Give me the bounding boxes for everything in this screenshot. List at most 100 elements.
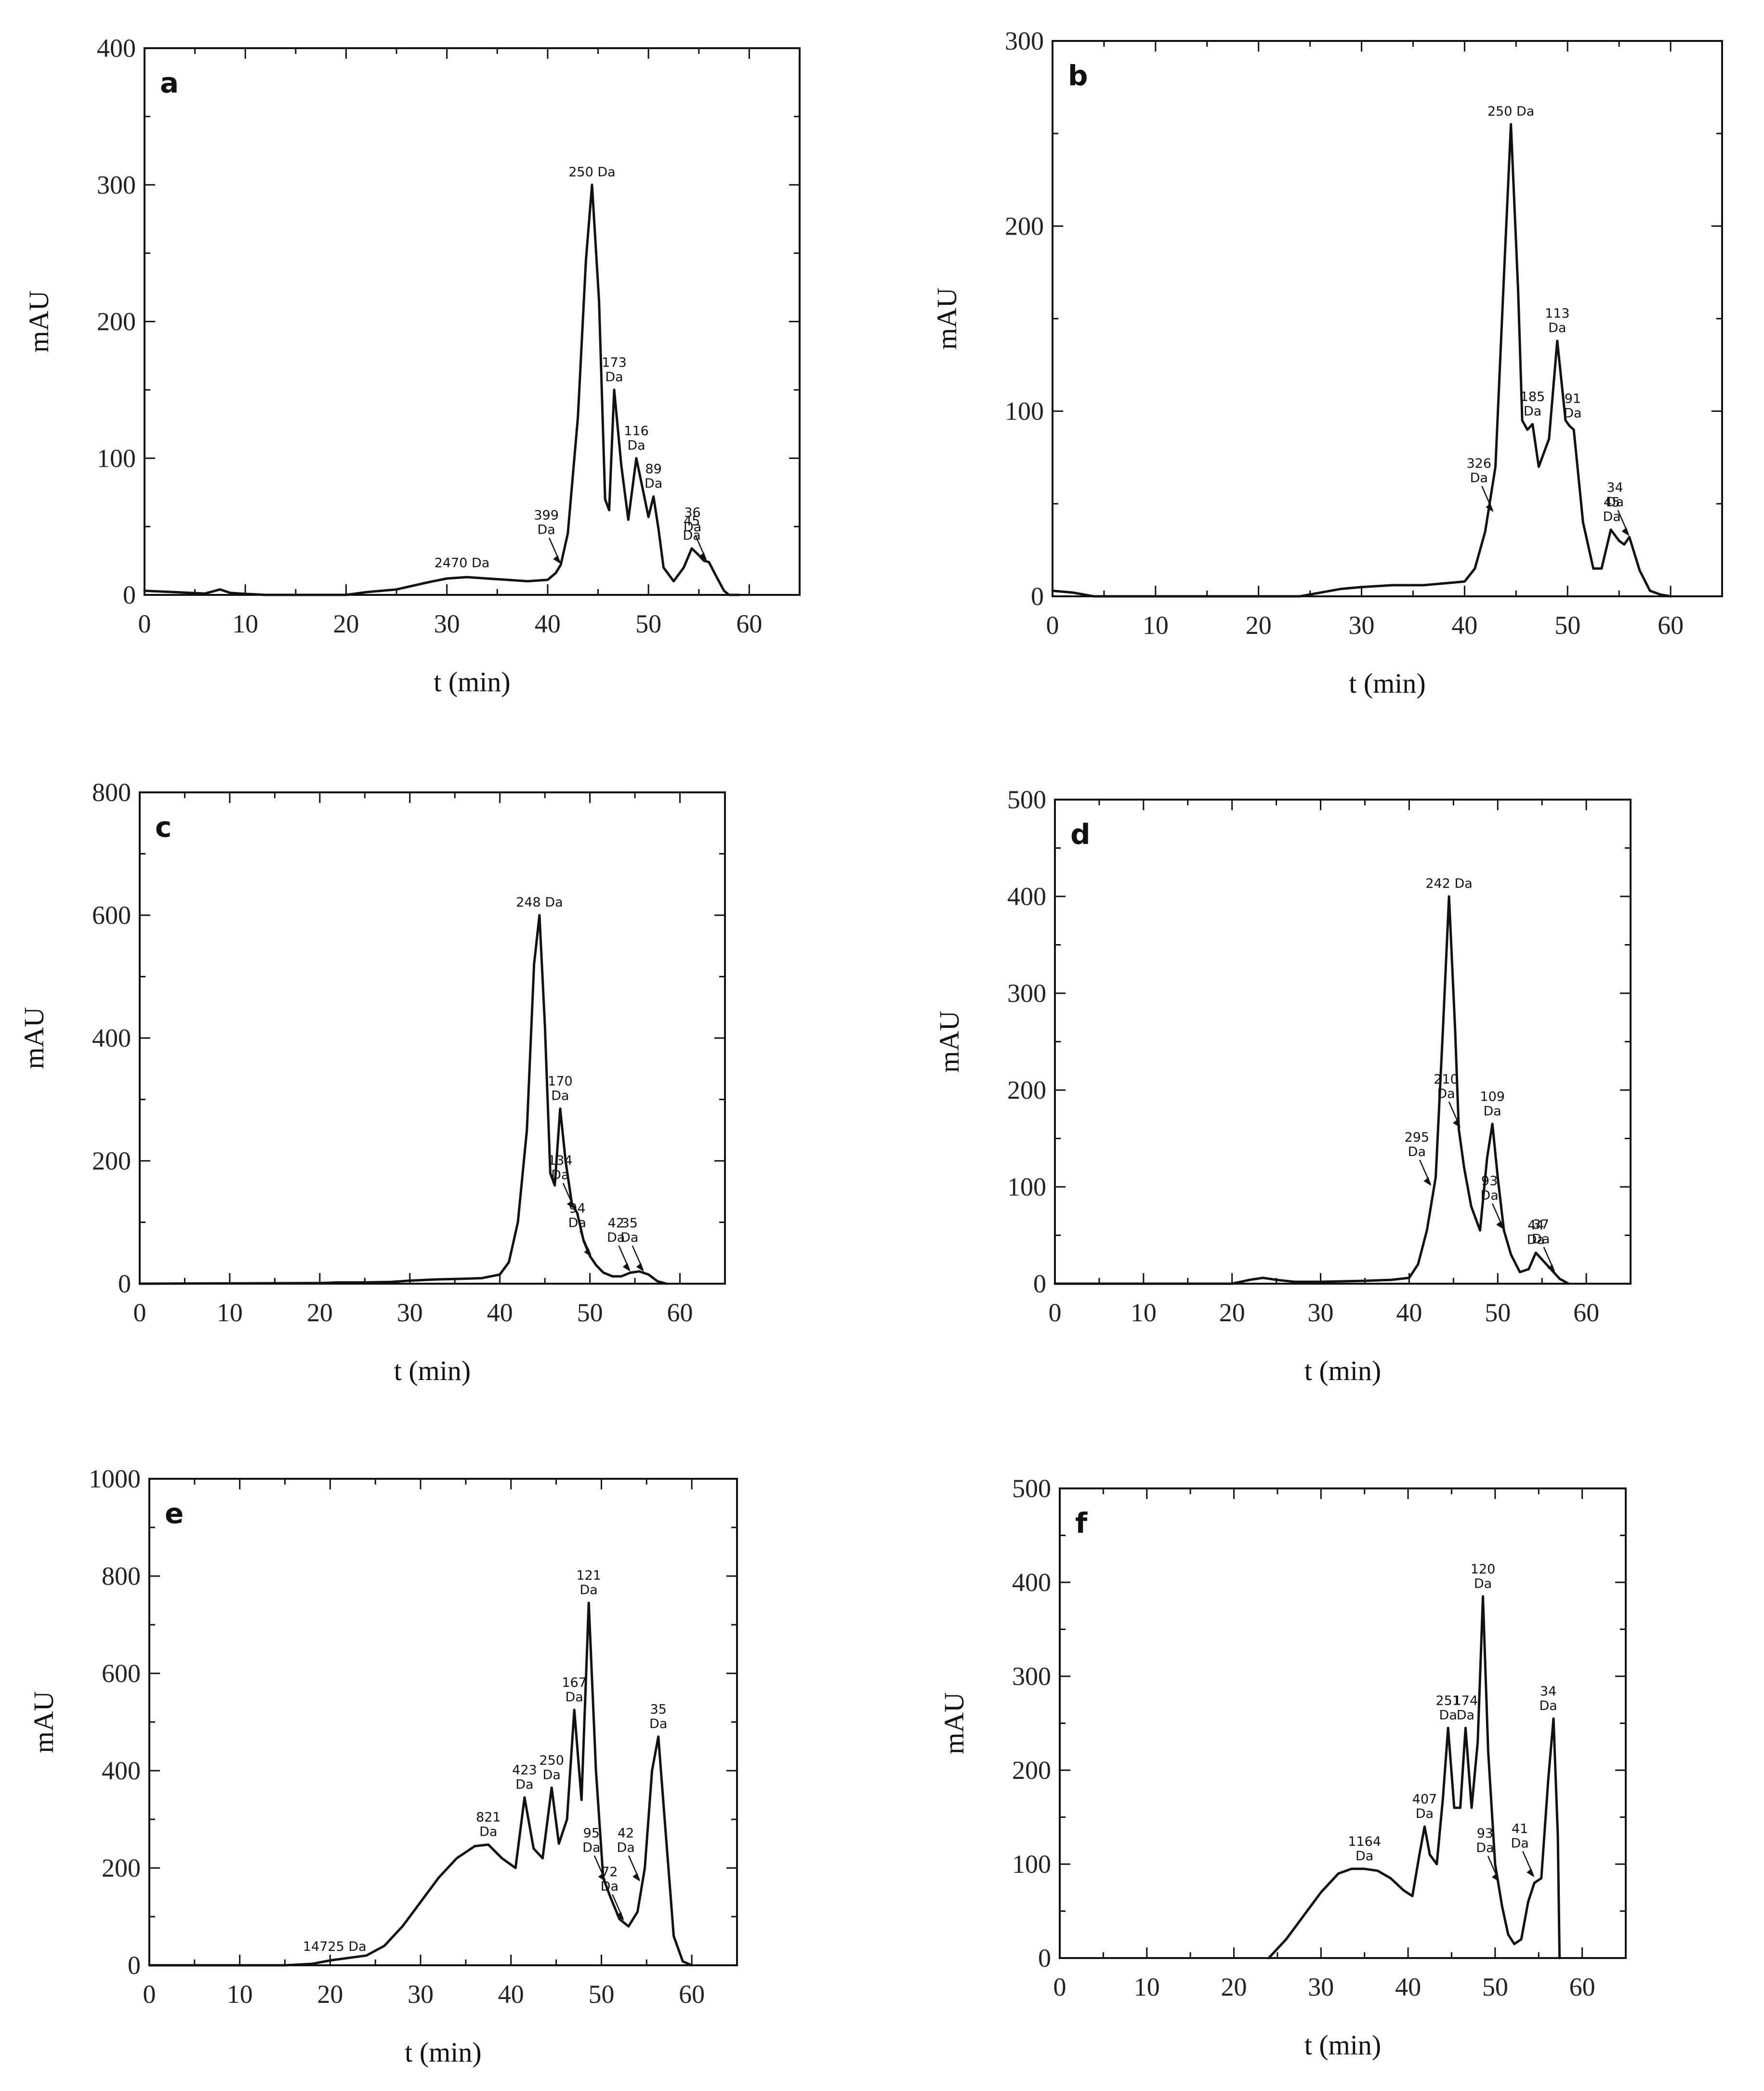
peak-annotation: 35 — [650, 1702, 667, 1717]
peak-annotation: 93 — [1477, 1826, 1493, 1841]
x-tick-label: 10 — [232, 609, 258, 638]
x-axis-title: t (min) — [1304, 2029, 1381, 2061]
chromatogram-trace — [138, 914, 668, 1285]
panel-label: b — [1068, 59, 1088, 92]
peak-annotation: 44 — [1527, 1218, 1544, 1233]
peak-annotation: 34 — [1606, 480, 1623, 495]
annotation-arrowhead — [598, 1873, 606, 1882]
annotation-arrowhead — [584, 1248, 592, 1257]
y-tick-label: 400 — [1012, 1568, 1051, 1597]
peak-annotation: 250 Da — [568, 165, 615, 180]
x-axis-title: t (min) — [1349, 668, 1425, 699]
chromatogram-trace — [1053, 895, 1570, 1285]
x-tick-label: 50 — [577, 1298, 603, 1327]
chromatogram-trace — [1051, 123, 1672, 598]
y-tick-label: 100 — [1007, 1172, 1046, 1201]
annotation-arrowhead — [566, 1200, 575, 1209]
x-tick-label: 40 — [487, 1298, 513, 1327]
y-axis-title: mAU — [28, 1691, 59, 1753]
peak-annotation: Da — [684, 520, 701, 535]
panel-label: f — [1075, 1507, 1088, 1539]
panel-label: d — [1070, 818, 1091, 851]
peak-annotation: 326 — [1466, 456, 1491, 471]
peak-annotation: Da — [601, 1879, 619, 1894]
y-tick-label: 300 — [1005, 26, 1044, 55]
x-tick-label: 30 — [1308, 1973, 1334, 2001]
y-tick-label: 300 — [1007, 979, 1046, 1008]
plot-frame — [1052, 40, 1723, 597]
peak-annotation: Da — [1524, 404, 1541, 419]
x-tick-label: 0 — [138, 609, 151, 638]
y-axis-title: mAU — [23, 290, 54, 353]
peak-annotation: Da — [607, 1230, 625, 1245]
peak-annotation: 45 — [684, 514, 700, 529]
plot-frame — [1059, 1487, 1627, 1959]
peak-annotation: 35 — [621, 1216, 638, 1231]
annotation-arrowhead — [622, 1263, 631, 1272]
peak-annotation: 185 — [1520, 390, 1545, 405]
peak-annotation: 116 — [624, 423, 649, 438]
chart-panel-f: 0 10 20 30 40 50 60 0 100 200 300 400 500 t (min) mAU f… — [938, 1474, 1627, 2061]
peak-annotation: Da — [1606, 495, 1624, 510]
annotation-arrowhead — [1491, 1873, 1500, 1882]
plot-frame — [144, 47, 801, 596]
y-tick-label: 600 — [92, 901, 131, 930]
y-tick-label: 100 — [1005, 397, 1044, 426]
y-tick-label: 100 — [97, 444, 136, 473]
x-tick-label: 50 — [1482, 1973, 1508, 2001]
peak-annotation: Da — [1457, 1708, 1474, 1723]
x-tick-label: 60 — [667, 1298, 693, 1327]
peak-annotation: Da — [1470, 471, 1488, 486]
panel-label: a — [160, 66, 179, 99]
peak-annotation: 113 — [1545, 306, 1570, 321]
peak-annotation: 295 — [1405, 1130, 1430, 1145]
x-tick-label: 20 — [1219, 1298, 1245, 1327]
peak-annotation: Da — [479, 1825, 497, 1840]
peak-annotation: Da — [1532, 1232, 1550, 1247]
x-axis-title: t (min) — [1304, 1355, 1381, 1386]
x-tick-label: 50 — [1554, 611, 1580, 640]
peak-annotation: Da — [1476, 1841, 1494, 1855]
chart-panel-a: 0 10 20 30 40 50 60 0 100 200 300 400 t (min) mAU a 250… — [23, 34, 801, 697]
x-tick-label: 30 — [397, 1298, 423, 1327]
x-tick-label: 10 — [1143, 611, 1169, 640]
y-tick-label: 0 — [1031, 582, 1044, 611]
x-tick-label: 20 — [307, 1298, 333, 1327]
y-tick-label: 400 — [1007, 882, 1046, 911]
annotation-arrowhead — [1547, 1264, 1555, 1273]
peak-annotation: Da — [1564, 406, 1581, 421]
peak-annotation: 72 — [601, 1865, 618, 1880]
peak-annotation: 248 Da — [516, 895, 563, 910]
peak-annotation: Da — [1437, 1086, 1455, 1101]
x-tick-label: 60 — [1658, 611, 1684, 640]
peak-annotation: 95 — [583, 1826, 600, 1841]
plot-frame — [148, 1478, 738, 1966]
y-tick-label: 400 — [102, 1756, 141, 1785]
peak-annotation: 42 — [618, 1826, 634, 1841]
peak-annotation: 121 — [576, 1568, 601, 1583]
peak-annotation: 34 — [1540, 1684, 1556, 1699]
annotation-arrowhead — [1486, 503, 1494, 513]
peak-annotation: 170 — [548, 1074, 573, 1089]
x-tick-label: 20 — [1246, 611, 1272, 640]
peak-annotation: Da — [543, 1767, 561, 1782]
peak-annotation: 821 — [476, 1810, 501, 1825]
plot-frame — [1054, 799, 1632, 1285]
peak-annotation: 242 Da — [1425, 876, 1472, 891]
y-tick-label: 0 — [118, 1269, 131, 1298]
peak-annotation: Da — [627, 438, 645, 453]
annotation-arrowhead — [632, 1873, 641, 1882]
peak-annotation: Da — [605, 369, 623, 384]
x-tick-label: 60 — [736, 609, 762, 638]
y-tick-label: 500 — [1007, 785, 1046, 814]
peak-annotation: Da — [645, 476, 662, 491]
peak-annotation: Da — [620, 1230, 638, 1245]
peak-annotation: 91 — [1565, 391, 1581, 406]
peak-annotation: 134 — [548, 1153, 573, 1168]
peak-annotation: 423 — [512, 1763, 537, 1778]
x-tick-label: 40 — [1451, 611, 1477, 640]
peak-annotation: Da — [568, 1215, 586, 1230]
chromatogram-trace — [143, 184, 740, 596]
